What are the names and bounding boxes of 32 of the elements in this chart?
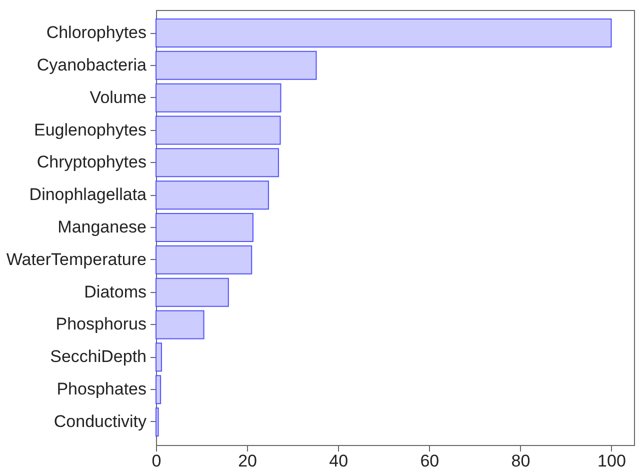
x-tick-label: 100 [598,452,626,470]
x-tick-label: 80 [511,452,530,470]
y-tick-label: Conductivity [54,412,147,431]
bar [156,310,204,340]
y-tick-label: Chryptophytes [36,152,146,172]
y-tick-label: Manganese [58,218,146,236]
bar [156,278,229,307]
y-tick-label: Cyanobacteria [36,55,148,74]
y-tick-label: Chlorophytes [46,23,146,42]
bar [156,180,269,210]
bar [156,83,282,112]
y-tick-label: WaterTemperature [6,250,146,269]
bar [156,50,317,80]
x-tick-label: 0 [152,452,162,470]
bar [156,18,612,48]
y-tick-label: Volume [90,88,146,107]
bar [156,375,162,404]
y-tick-label: Dinophlagellata [29,185,148,204]
y-tick-label: Diatoms [84,282,146,302]
y-tick-label: Phosphorus [56,314,146,334]
bar [156,245,252,274]
y-tick-label: SecchiDepth [50,347,146,366]
y-tick-label: Phosphates [56,380,146,399]
bar [156,342,162,372]
bar [156,116,281,145]
bar [156,148,279,178]
x-tick-label: 40 [329,452,348,470]
x-tick-label: 60 [420,452,440,470]
bar [156,213,254,242]
x-tick-label: 20 [238,452,258,470]
bar [156,407,159,436]
y-tick-label: Euglenophytes [34,120,146,140]
